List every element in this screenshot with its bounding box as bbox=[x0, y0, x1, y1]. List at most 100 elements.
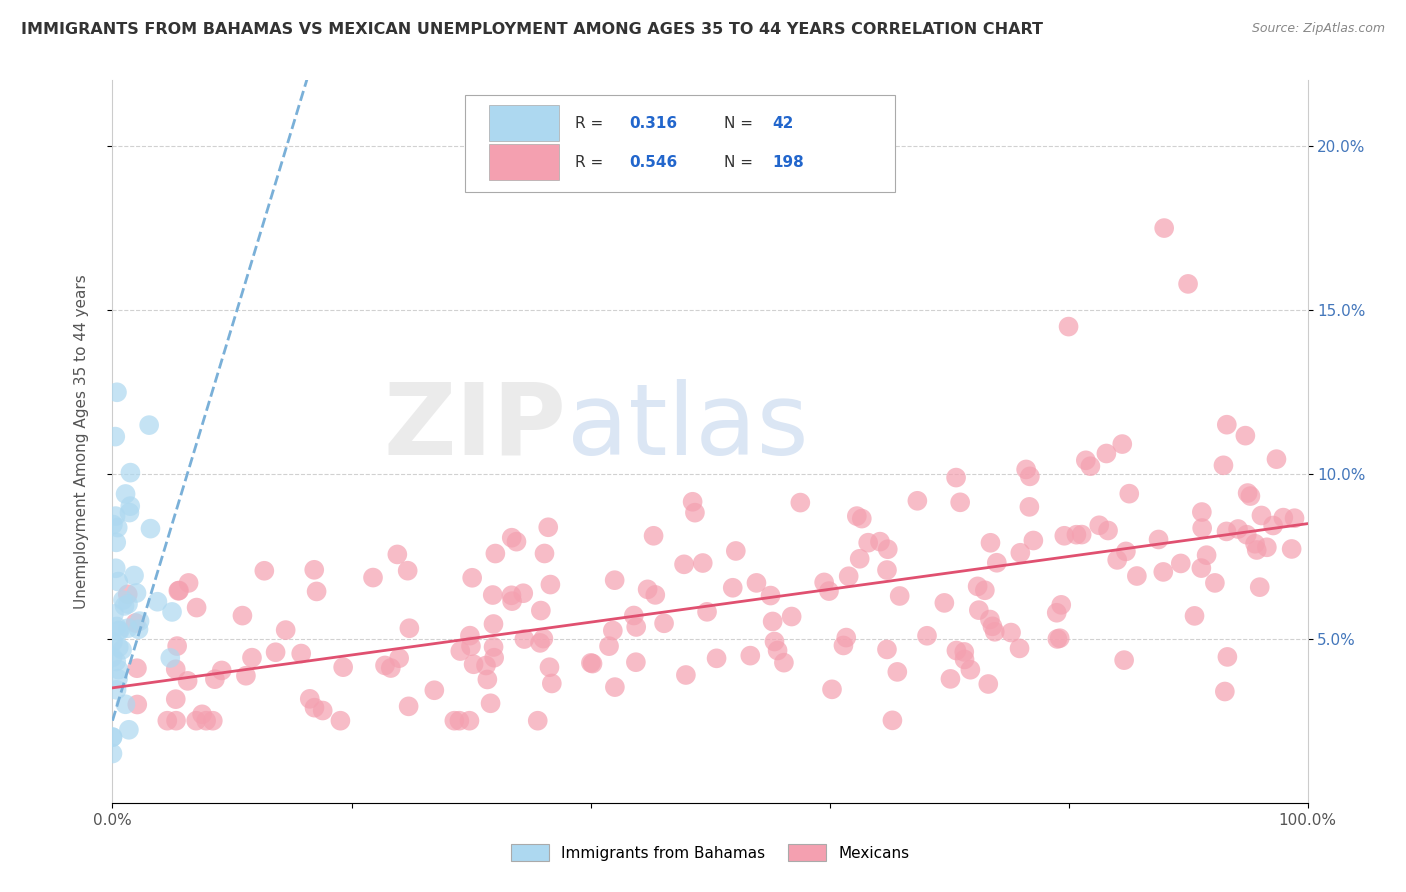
Point bbox=[101, 747, 124, 761]
Point bbox=[1147, 533, 1170, 547]
Point bbox=[329, 714, 352, 728]
Point bbox=[1212, 458, 1234, 473]
Text: Source: ZipAtlas.com: Source: ZipAtlas.com bbox=[1251, 22, 1385, 36]
Point bbox=[1111, 437, 1133, 451]
Point bbox=[290, 647, 312, 661]
Point bbox=[114, 487, 136, 501]
Point bbox=[101, 635, 124, 649]
Point bbox=[475, 658, 498, 673]
Point bbox=[789, 495, 811, 509]
Text: 0.546: 0.546 bbox=[628, 154, 678, 169]
Point bbox=[602, 624, 624, 638]
Point bbox=[388, 651, 411, 665]
Point bbox=[1018, 500, 1040, 514]
Point bbox=[1126, 569, 1149, 583]
Point bbox=[876, 642, 898, 657]
Point bbox=[423, 683, 446, 698]
Point bbox=[721, 581, 744, 595]
Text: 42: 42 bbox=[772, 116, 793, 130]
Point bbox=[603, 573, 626, 587]
Point bbox=[458, 714, 481, 728]
Point bbox=[1088, 518, 1111, 533]
Point bbox=[821, 682, 844, 697]
Point bbox=[1191, 505, 1213, 519]
Point bbox=[101, 517, 124, 532]
Point bbox=[120, 466, 142, 480]
Point bbox=[481, 588, 503, 602]
Point bbox=[915, 629, 938, 643]
Point bbox=[1080, 459, 1102, 474]
Point bbox=[124, 615, 146, 630]
Point bbox=[848, 551, 870, 566]
Point bbox=[766, 643, 789, 657]
Point bbox=[501, 531, 523, 545]
Point bbox=[107, 663, 129, 677]
Point bbox=[104, 509, 127, 524]
Point bbox=[380, 661, 402, 675]
Point bbox=[117, 597, 139, 611]
Point bbox=[302, 563, 325, 577]
Point bbox=[482, 650, 505, 665]
Point bbox=[949, 495, 972, 509]
Point bbox=[531, 632, 554, 646]
Point bbox=[763, 634, 786, 648]
Point bbox=[105, 619, 128, 633]
Point bbox=[374, 658, 396, 673]
Point bbox=[1281, 541, 1303, 556]
Point bbox=[107, 574, 129, 589]
Point bbox=[1097, 524, 1119, 538]
Point bbox=[644, 588, 666, 602]
Point bbox=[673, 558, 696, 572]
Point bbox=[1284, 511, 1306, 525]
Point bbox=[934, 596, 956, 610]
Point bbox=[463, 657, 485, 672]
Point bbox=[773, 656, 796, 670]
Point bbox=[111, 593, 134, 607]
Point bbox=[120, 499, 142, 513]
Point bbox=[533, 546, 555, 560]
Point bbox=[443, 714, 465, 728]
Point bbox=[598, 639, 620, 653]
FancyBboxPatch shape bbox=[465, 95, 896, 193]
Point bbox=[1261, 518, 1284, 533]
Point bbox=[461, 571, 484, 585]
Point bbox=[762, 615, 785, 629]
Point bbox=[105, 385, 128, 400]
Point bbox=[195, 714, 218, 728]
Point bbox=[477, 673, 499, 687]
Point bbox=[1216, 417, 1239, 432]
Text: N =: N = bbox=[724, 116, 758, 130]
Point bbox=[682, 495, 704, 509]
Point bbox=[398, 699, 420, 714]
Point bbox=[1000, 625, 1022, 640]
Point bbox=[1152, 565, 1174, 579]
Point bbox=[387, 548, 409, 562]
Point bbox=[298, 691, 321, 706]
Point bbox=[1216, 649, 1239, 664]
Point bbox=[1184, 608, 1206, 623]
Point bbox=[332, 660, 354, 674]
Point bbox=[526, 714, 548, 728]
Point bbox=[479, 696, 502, 710]
Point bbox=[724, 544, 747, 558]
Point bbox=[538, 577, 561, 591]
Point bbox=[1204, 575, 1226, 590]
Point bbox=[953, 652, 976, 666]
Point bbox=[945, 470, 967, 484]
Point bbox=[125, 661, 148, 675]
Point bbox=[159, 651, 181, 665]
Point bbox=[460, 639, 482, 653]
Point bbox=[240, 650, 263, 665]
Point bbox=[211, 664, 233, 678]
Point bbox=[1213, 684, 1236, 698]
Point bbox=[953, 645, 976, 659]
Point bbox=[886, 665, 908, 679]
Point bbox=[253, 564, 276, 578]
Point bbox=[1046, 606, 1069, 620]
Point bbox=[538, 660, 561, 674]
Point bbox=[482, 617, 505, 632]
Point bbox=[818, 584, 841, 599]
Point bbox=[107, 640, 129, 655]
Point bbox=[264, 645, 287, 659]
Point bbox=[1050, 598, 1073, 612]
